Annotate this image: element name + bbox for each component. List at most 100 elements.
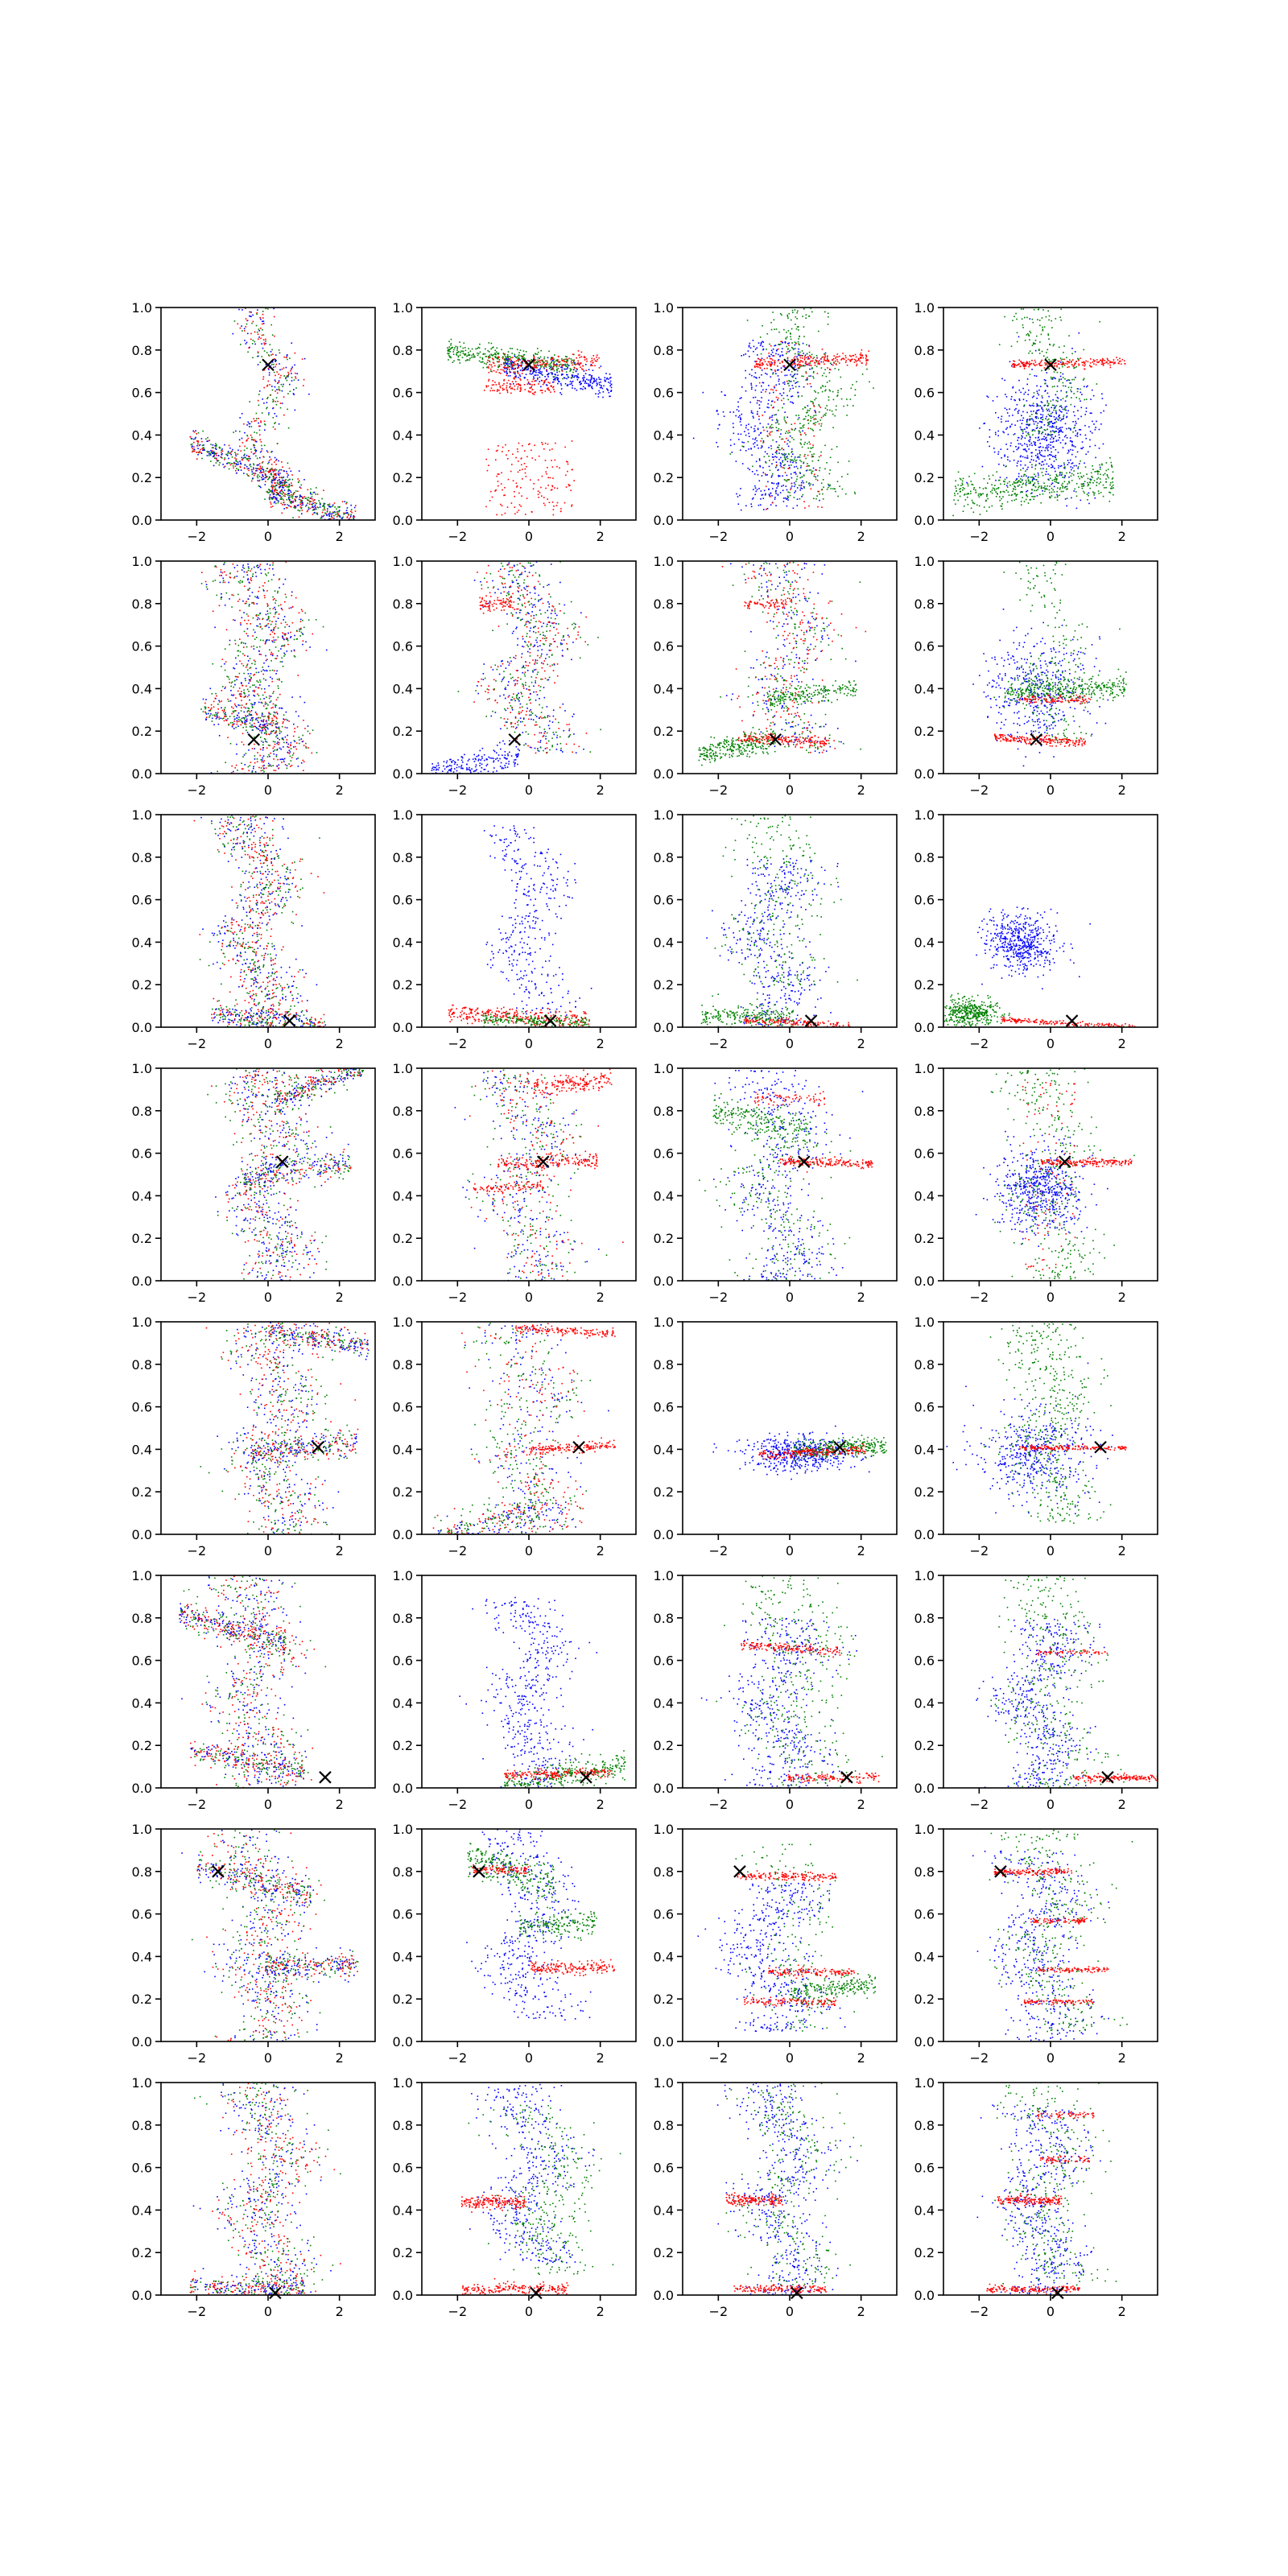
data-point — [1026, 435, 1028, 436]
data-point — [353, 518, 354, 519]
data-point — [812, 467, 815, 469]
data-point — [807, 423, 810, 424]
data-point — [243, 423, 245, 425]
data-point — [269, 344, 271, 345]
data-point — [836, 394, 839, 396]
data-point — [836, 395, 838, 397]
data-point — [517, 451, 519, 452]
data-point — [265, 474, 266, 476]
data-point — [246, 465, 248, 468]
data-point — [1101, 398, 1104, 399]
data-point — [551, 365, 552, 367]
data-point — [784, 419, 786, 422]
data-point — [1086, 493, 1088, 495]
data-point — [1041, 472, 1043, 473]
data-point — [798, 348, 799, 350]
data-point — [748, 432, 749, 435]
data-point — [267, 367, 270, 369]
data-point — [1074, 366, 1076, 369]
data-point — [266, 468, 268, 469]
data-point — [1066, 412, 1068, 415]
data-point — [579, 364, 581, 365]
data-point — [1042, 431, 1043, 433]
data-point — [782, 467, 784, 469]
data-point — [1079, 398, 1080, 400]
data-point — [557, 374, 559, 376]
data-point — [551, 460, 552, 461]
data-point — [1061, 411, 1063, 413]
data-point — [268, 476, 270, 478]
data-point — [491, 370, 493, 373]
data-point — [575, 370, 577, 373]
data-point — [301, 501, 303, 503]
data-point — [1047, 465, 1050, 467]
data-point — [791, 363, 793, 365]
data-point — [539, 368, 541, 369]
data-point — [783, 479, 786, 481]
data-point — [1077, 418, 1080, 420]
data-point — [269, 471, 270, 473]
data-point — [1061, 472, 1063, 473]
data-point — [462, 347, 464, 349]
data-point — [803, 444, 805, 445]
data-point — [232, 465, 234, 467]
data-point — [754, 430, 756, 431]
data-point — [753, 350, 754, 353]
data-point — [755, 460, 758, 463]
data-point — [510, 361, 512, 363]
data-point — [510, 470, 512, 473]
data-point — [1077, 466, 1080, 468]
data-point — [1055, 459, 1057, 460]
data-point — [976, 504, 978, 506]
data-point — [812, 377, 815, 379]
data-point — [530, 374, 532, 375]
data-point — [1049, 492, 1051, 493]
data-point — [783, 418, 786, 420]
data-point — [1016, 448, 1018, 451]
data-point — [960, 490, 961, 493]
scatter-points — [447, 338, 613, 516]
data-point — [1053, 358, 1055, 361]
data-point — [1088, 492, 1090, 494]
data-point — [450, 343, 452, 345]
data-point — [513, 372, 514, 374]
data-point — [1050, 438, 1051, 440]
data-point — [796, 364, 799, 365]
data-point — [562, 374, 564, 375]
data-point — [296, 496, 298, 497]
data-point — [1068, 481, 1070, 482]
data-point — [216, 444, 217, 446]
data-point — [1023, 404, 1026, 406]
data-point — [1055, 421, 1058, 423]
data-point — [494, 356, 496, 357]
data-point — [518, 360, 519, 362]
data-point — [775, 384, 778, 386]
data-point — [482, 366, 485, 369]
data-point — [190, 438, 192, 440]
data-point — [262, 474, 263, 476]
data-point — [542, 444, 543, 445]
data-point — [281, 496, 283, 498]
data-point — [1080, 448, 1082, 449]
data-point — [295, 499, 296, 502]
data-point — [802, 408, 804, 410]
data-point — [770, 365, 772, 367]
data-point — [1010, 494, 1013, 497]
data-point — [566, 360, 568, 361]
data-point — [589, 379, 592, 381]
data-point — [1106, 474, 1108, 476]
data-point — [794, 492, 795, 493]
data-point — [556, 465, 558, 468]
data-point — [1099, 478, 1101, 480]
data-point — [781, 485, 782, 487]
data-point — [813, 475, 815, 477]
data-point — [771, 463, 773, 464]
data-point — [1075, 397, 1077, 398]
data-point — [821, 506, 823, 508]
data-point — [791, 451, 793, 452]
data-point — [254, 331, 256, 333]
data-point — [769, 362, 771, 365]
data-point — [967, 496, 968, 498]
data-point — [1064, 407, 1066, 410]
data-point — [539, 492, 541, 493]
